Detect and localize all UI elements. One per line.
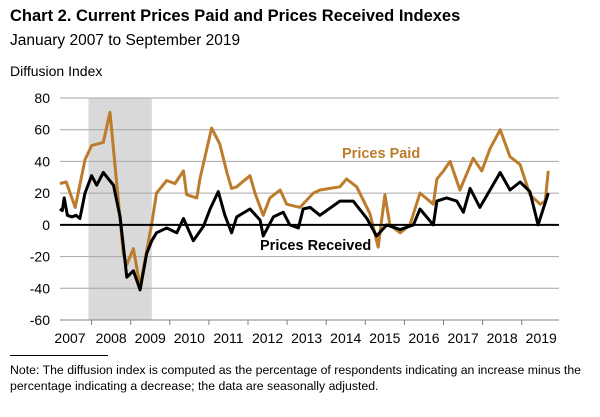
y-tick-label: 20 (34, 185, 50, 201)
x-tick-label: 2013 (291, 330, 322, 346)
x-tick-label: 2018 (487, 330, 518, 346)
x-tick-label: 2016 (408, 330, 439, 346)
y-tick-label: -40 (30, 280, 50, 296)
series-line-prices-paid (59, 110, 550, 289)
x-tick-label: 2011 (213, 330, 243, 346)
x-tick-label: 2019 (526, 330, 557, 346)
y-tick-label: 40 (34, 153, 50, 169)
x-tick-label: 2015 (369, 330, 400, 346)
x-tick-label: 2010 (174, 330, 205, 346)
x-tick-label: 2012 (252, 330, 283, 346)
series-line-prices-received (59, 171, 550, 292)
chart-title: Chart 2. Current Prices Paid and Prices … (10, 7, 461, 25)
y-tick-label: -60 (30, 312, 50, 328)
x-tick-label: 2014 (330, 330, 361, 346)
x-tick-label: 2009 (135, 330, 166, 346)
y-axis-label: Diffusion Index (10, 63, 103, 79)
x-tick-label: 2017 (447, 330, 478, 346)
x-tick-label: 2008 (96, 330, 127, 346)
y-tick-label: 60 (34, 122, 50, 138)
series-label-prices-received: Prices Received (260, 238, 371, 254)
series-label-prices-paid: Prices Paid (342, 146, 420, 162)
chart-subtitle: January 2007 to September 2019 (10, 32, 241, 49)
y-tick-label: 0 (42, 217, 50, 233)
note-divider (10, 355, 108, 356)
chart-note: Note: The diffusion index is computed as… (10, 363, 582, 393)
y-tick-label: -20 (30, 249, 50, 265)
x-tick-label: 2007 (54, 330, 85, 346)
y-tick-label: 80 (34, 90, 50, 106)
